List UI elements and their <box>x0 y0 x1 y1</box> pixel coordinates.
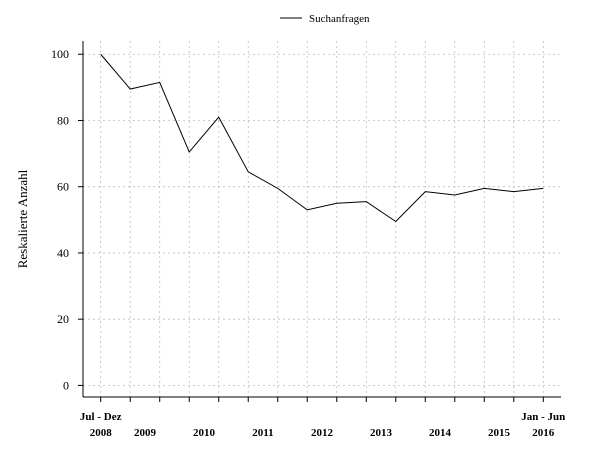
legend: Suchanfragen <box>280 13 370 25</box>
x-tick-label-year: 2015 <box>488 427 511 439</box>
grid-layer <box>83 41 561 397</box>
x-tick-label-year: 2010 <box>193 427 216 439</box>
x-tick-label-year: 2016 <box>532 427 555 439</box>
y-axis-title: Reskalierte Anzahl <box>15 169 30 268</box>
y-tick-label: 0 <box>63 378 69 392</box>
y-ticks: 0 20 40 60 80 100 <box>51 47 83 392</box>
x-tick-label-year: 2009 <box>134 427 157 439</box>
x-tick-label-year: 2012 <box>311 427 334 439</box>
y-tick-label: 20 <box>57 312 69 326</box>
y-tick-label: 60 <box>57 180 69 194</box>
y-tick-label: 100 <box>51 47 69 61</box>
series-line-suchanfragen <box>100 53 544 223</box>
x-tick-label-year: 2008 <box>90 427 113 439</box>
x-tick-label-period: Jan - Jun <box>521 411 565 423</box>
y-tick-label: 40 <box>57 246 69 260</box>
axis-layer <box>82 41 561 398</box>
series-layer <box>100 53 544 223</box>
x-ticks: Jul - Dez Jan - Jun 2008 2009 2010 2011 2012 20… <box>80 397 565 439</box>
x-tick-label-year: 2011 <box>252 427 273 439</box>
x-tick-label-period: Jul - Dez <box>80 411 122 423</box>
x-tick-label-year: 2013 <box>370 427 393 439</box>
x-tick-label-year: 2014 <box>429 427 452 439</box>
y-tick-label: 80 <box>57 113 69 127</box>
legend-label: Suchanfragen <box>309 13 370 25</box>
